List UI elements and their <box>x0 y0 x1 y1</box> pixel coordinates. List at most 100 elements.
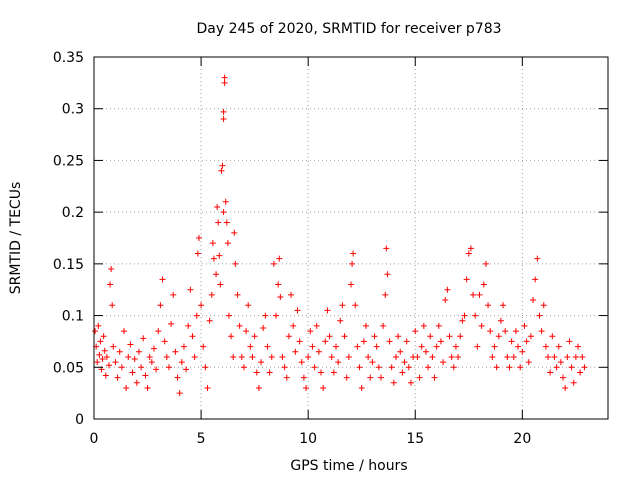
data-point <box>99 356 106 363</box>
data-point <box>275 281 282 288</box>
data-point <box>489 353 496 360</box>
x-tick-label: 0 <box>90 431 99 447</box>
data-point <box>112 359 119 366</box>
data-point <box>125 353 132 360</box>
data-point <box>95 322 102 329</box>
data-point <box>420 322 427 329</box>
data-point <box>549 333 556 340</box>
data-point <box>375 364 382 371</box>
y-tick-label: 0.2 <box>62 205 84 221</box>
data-point <box>255 384 262 391</box>
data-point <box>500 302 507 309</box>
data-point <box>129 369 136 376</box>
data-point <box>101 347 108 354</box>
data-points <box>92 74 588 397</box>
data-point <box>418 343 425 350</box>
data-point <box>108 266 115 273</box>
data-point <box>519 348 526 355</box>
data-point <box>194 250 201 257</box>
data-point <box>178 359 185 366</box>
data-point <box>472 312 479 319</box>
data-point <box>247 343 254 350</box>
data-point <box>512 328 519 335</box>
data-point <box>123 384 130 391</box>
data-point <box>358 384 365 391</box>
data-point <box>324 307 331 314</box>
data-point <box>296 338 303 345</box>
data-point <box>283 374 290 381</box>
data-point <box>388 364 395 371</box>
data-point <box>416 374 423 381</box>
data-point <box>127 341 134 348</box>
data-point <box>230 353 237 360</box>
y-tick-label: 0.35 <box>53 50 84 66</box>
y-tick-label: 0 <box>75 412 84 428</box>
data-point <box>155 328 162 335</box>
data-point <box>339 302 346 309</box>
data-point <box>100 333 107 340</box>
data-point <box>219 162 226 169</box>
data-point <box>343 374 350 381</box>
data-point <box>322 338 329 345</box>
data-point <box>221 74 228 81</box>
data-point <box>107 281 114 288</box>
data-point <box>530 297 537 304</box>
y-tick-label: 0.1 <box>62 309 84 325</box>
data-point <box>135 348 142 355</box>
data-point <box>140 335 147 342</box>
data-point <box>435 322 442 329</box>
data-point <box>350 250 357 257</box>
data-point <box>412 328 419 335</box>
data-point <box>521 322 528 329</box>
data-point <box>116 348 123 355</box>
data-point <box>220 116 227 123</box>
data-point <box>459 317 466 324</box>
data-point <box>349 260 356 267</box>
data-point <box>354 343 361 350</box>
data-point <box>356 364 363 371</box>
data-point <box>214 203 221 210</box>
data-point <box>240 364 247 371</box>
data-point <box>220 209 227 216</box>
data-point <box>103 353 110 360</box>
data-point <box>365 353 372 360</box>
data-point <box>405 364 412 371</box>
data-point <box>455 353 462 360</box>
data-point <box>185 322 192 329</box>
data-point <box>218 167 225 174</box>
data-point <box>474 343 481 350</box>
data-point <box>427 333 434 340</box>
data-point <box>97 338 104 345</box>
data-point <box>163 353 170 360</box>
data-point <box>422 348 429 355</box>
data-point <box>277 293 284 300</box>
data-point <box>330 369 337 376</box>
data-point <box>131 356 138 363</box>
data-point <box>444 286 451 293</box>
data-point <box>527 333 534 340</box>
data-point <box>298 359 305 366</box>
data-point <box>223 219 230 226</box>
data-point <box>555 343 562 350</box>
data-point <box>118 364 125 371</box>
data-point <box>216 252 223 259</box>
data-point <box>547 369 554 376</box>
y-tick-label: 0.05 <box>53 360 84 376</box>
data-point <box>208 291 215 298</box>
data-point <box>168 320 175 327</box>
data-point <box>467 245 474 252</box>
x-tick-label: 15 <box>406 431 424 447</box>
data-point <box>382 291 389 298</box>
data-point <box>433 343 440 350</box>
data-point <box>251 333 258 340</box>
data-point <box>311 364 318 371</box>
y-tick-label: 0.25 <box>53 153 84 169</box>
data-point <box>148 359 155 366</box>
data-point <box>335 359 342 366</box>
data-point <box>383 245 390 252</box>
data-point <box>392 353 399 360</box>
data-point <box>538 328 545 335</box>
data-point <box>268 353 275 360</box>
data-point <box>232 260 239 267</box>
data-point <box>170 291 177 298</box>
